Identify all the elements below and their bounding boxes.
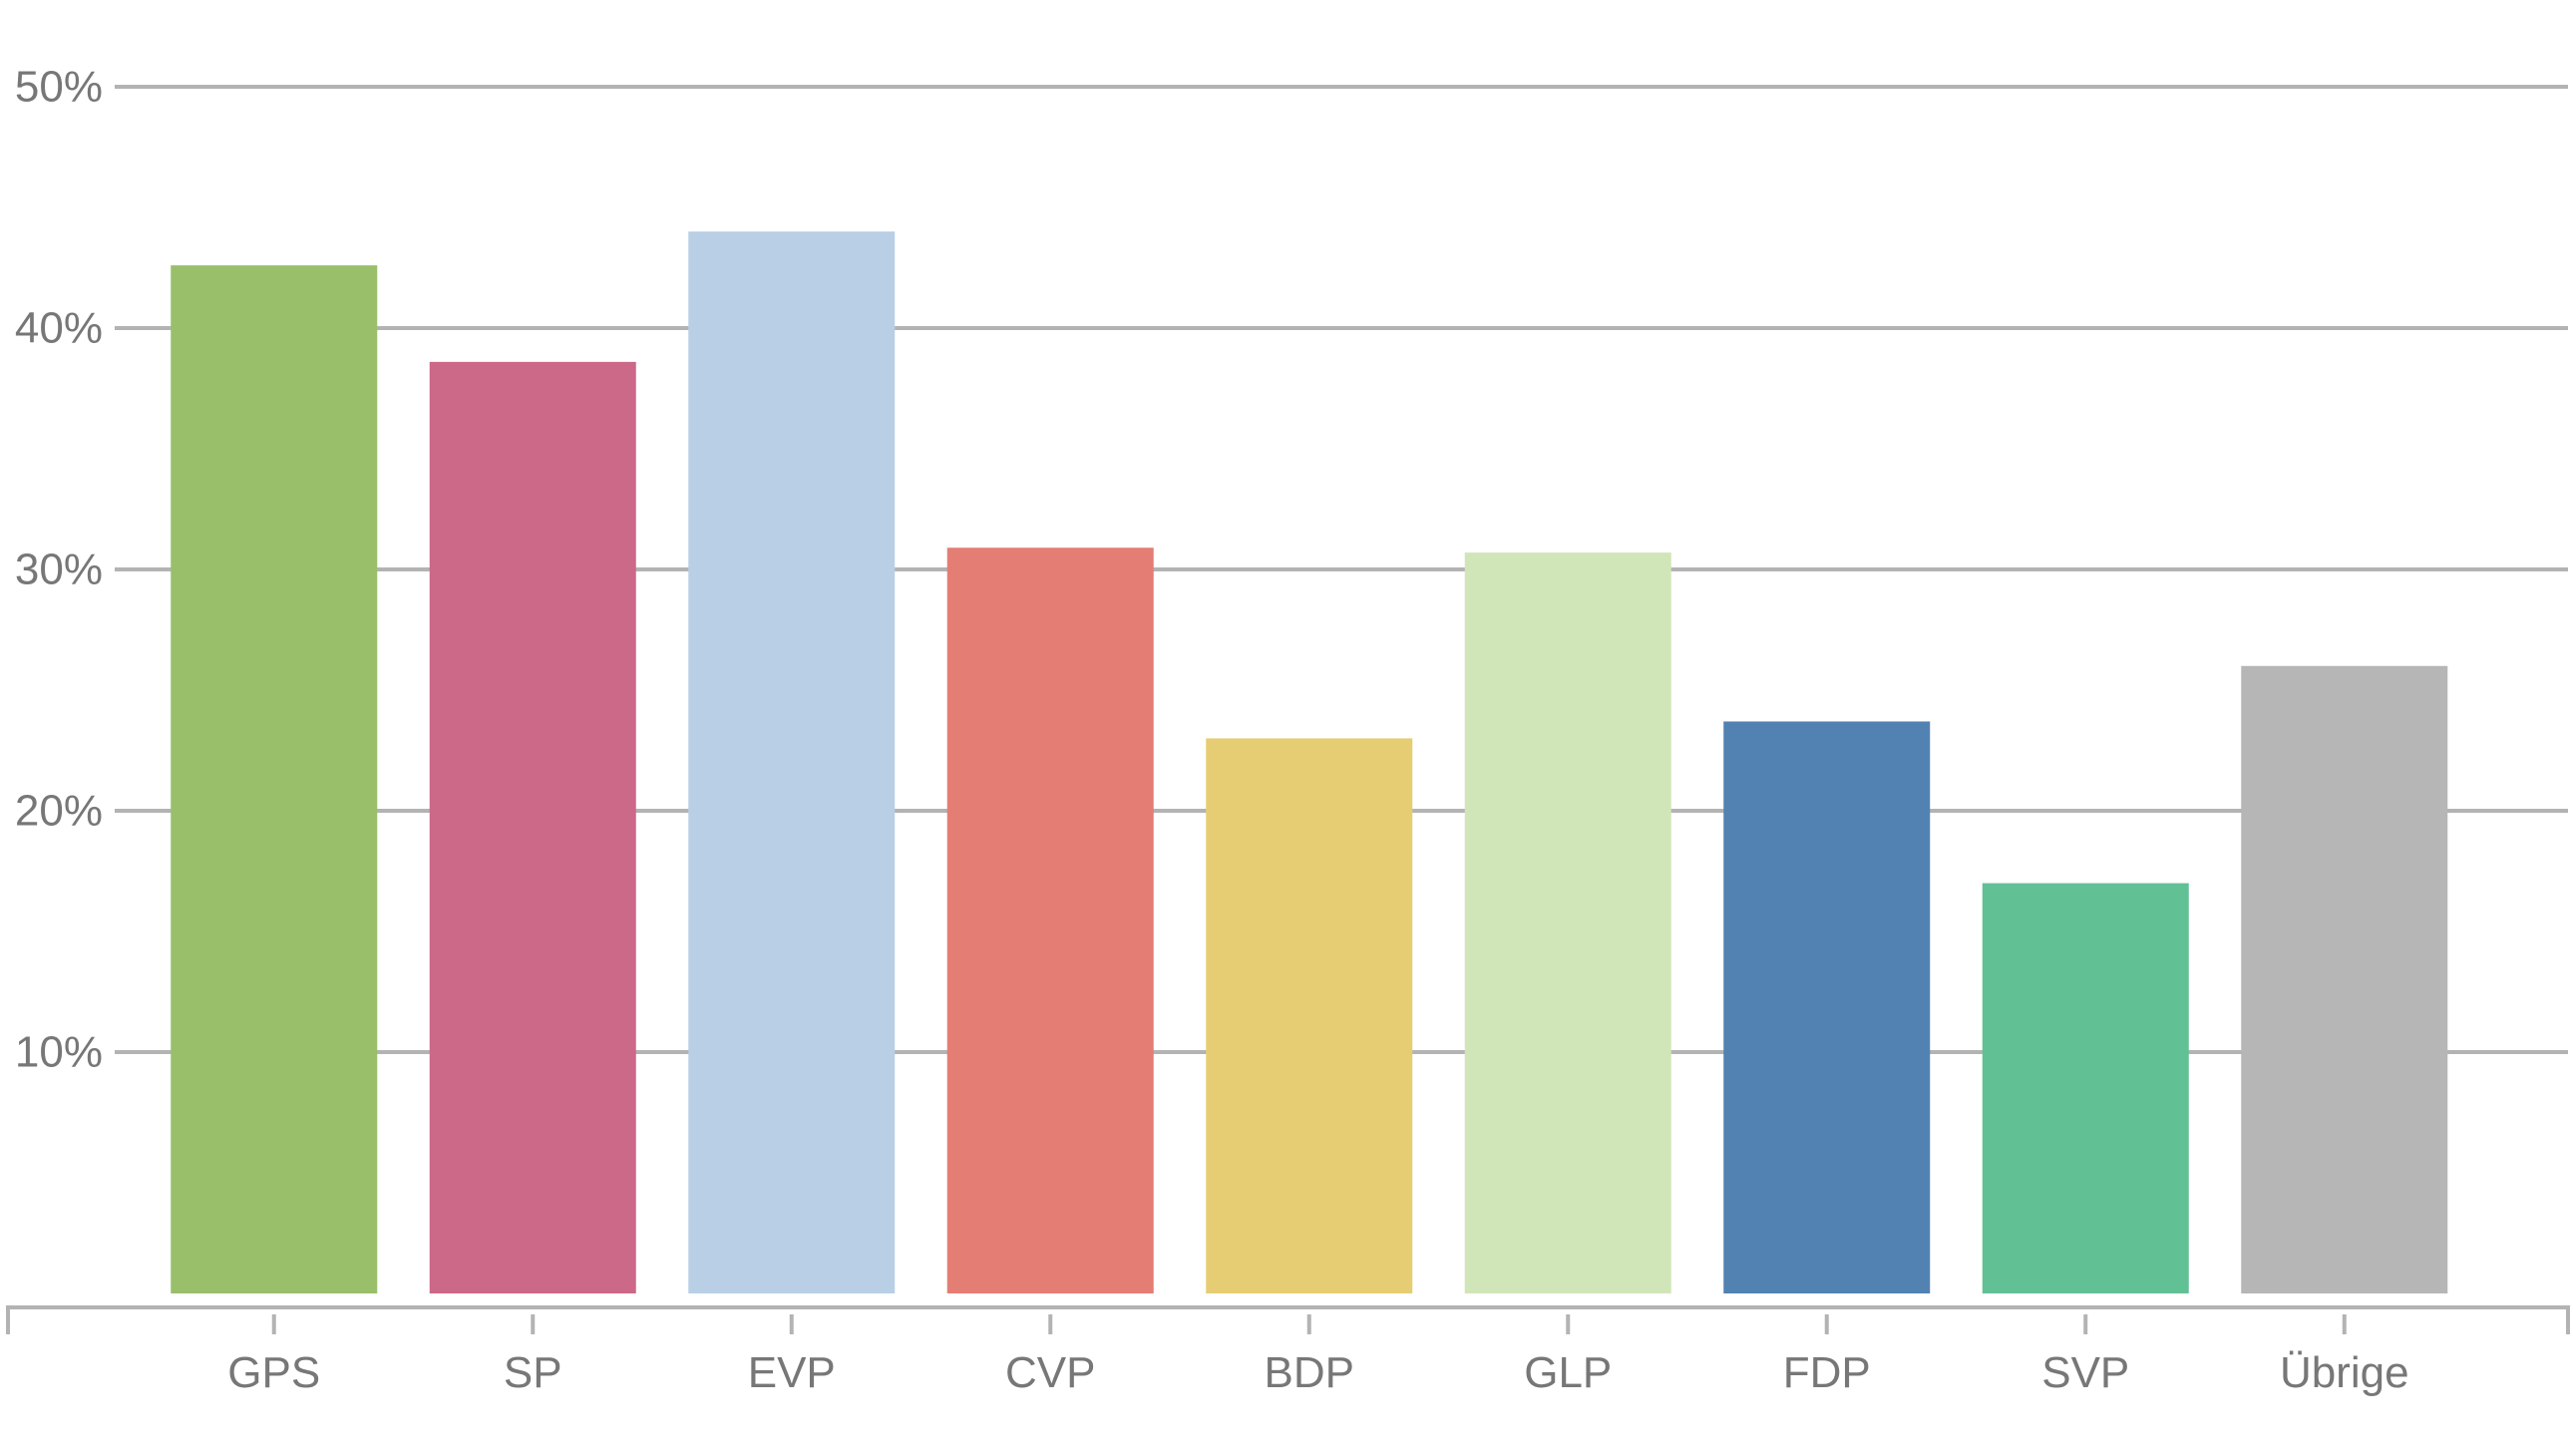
- bar-übrige: [2241, 665, 2448, 1293]
- bar-gps: [171, 265, 378, 1294]
- x-tick-label: GPS: [227, 1348, 320, 1397]
- bar-sp: [429, 361, 636, 1293]
- bar-svp: [1982, 883, 2189, 1293]
- y-tick-label: 30%: [15, 546, 103, 594]
- x-axis: GPS SP EVP CVP BDP GLP FDP SVP Übrige: [6, 1305, 2570, 1397]
- bar-evp: [688, 231, 896, 1294]
- x-tick-label: GLP: [1524, 1348, 1612, 1397]
- x-tick-label: SP: [504, 1348, 562, 1397]
- x-tick-label: BDP: [1265, 1348, 1354, 1397]
- y-axis-ticks: 10% 20% 30% 40% 50%: [15, 63, 103, 1077]
- bar-cvp: [946, 547, 1154, 1293]
- y-tick-label: 50%: [15, 63, 103, 112]
- y-tick-label: 40%: [15, 304, 103, 353]
- bar-fdp: [1723, 721, 1931, 1293]
- x-tick-label: EVP: [748, 1348, 836, 1397]
- x-tick-label: CVP: [1005, 1348, 1095, 1397]
- x-tick-label: FDP: [1783, 1348, 1871, 1397]
- bar-bdp: [1206, 738, 1413, 1293]
- x-tick-label: SVP: [2041, 1348, 2129, 1397]
- bars: [171, 231, 2448, 1294]
- y-tick-label: 10%: [15, 1028, 103, 1077]
- bar-glp: [1464, 552, 1671, 1293]
- x-tick-label: Übrige: [2280, 1348, 2409, 1397]
- y-tick-label: 20%: [15, 787, 103, 836]
